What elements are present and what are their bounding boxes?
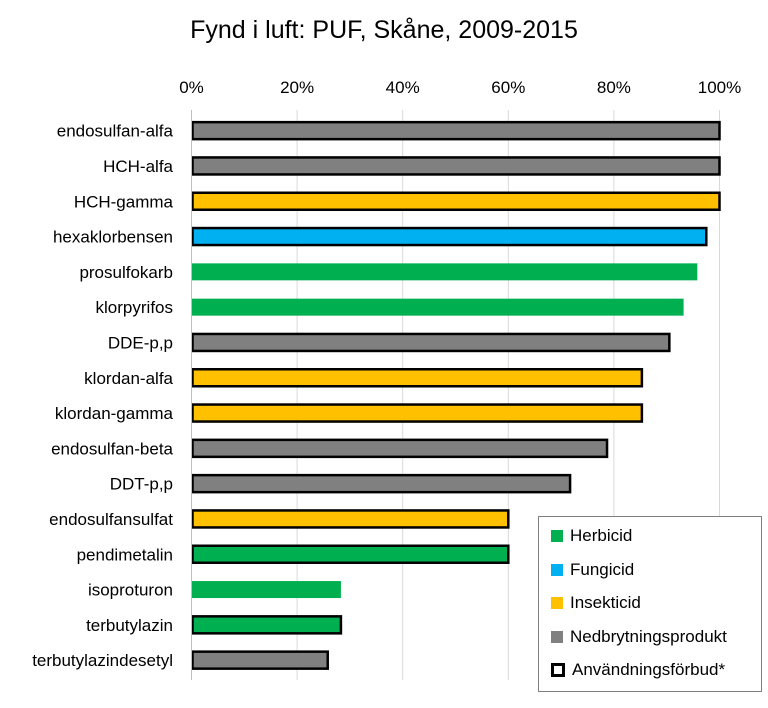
bar [191, 368, 644, 388]
bar [191, 191, 721, 211]
chart-title: Fynd i luft: PUF, Skåne, 2009-2015 [190, 16, 578, 44]
bar [191, 509, 510, 529]
category-label: pendimetalin [77, 545, 173, 564]
bar [191, 298, 684, 316]
x-tick-label: 80% [597, 78, 631, 97]
category-label: hexaklorbensen [53, 228, 173, 247]
bar [191, 544, 510, 564]
x-tick-label: 40% [386, 78, 420, 97]
bar [191, 473, 572, 494]
bar [191, 403, 644, 423]
category-label: HCH-gamma [74, 192, 174, 211]
legend-swatch [551, 663, 565, 677]
category-label: prosulfokarb [79, 263, 173, 282]
category-label: klorpyrifos [96, 298, 173, 317]
bar [191, 263, 698, 281]
legend-swatch [551, 630, 563, 643]
chart-legend: Herbicid Fungicid Insekticid Nedbrytningspr… [538, 516, 762, 692]
category-label: endosulfan-beta [51, 439, 173, 458]
bar [191, 615, 343, 635]
legend-swatch [551, 530, 563, 542]
category-label: terbutylazin [86, 616, 173, 635]
bar [191, 120, 721, 141]
bar [191, 156, 721, 176]
legend-item: Användningsförbud* [551, 659, 725, 681]
category-label: klordan-gamma [55, 404, 174, 423]
bar [191, 581, 341, 599]
x-tick-label: 60% [491, 78, 525, 97]
legend-item: Fungicid [551, 559, 634, 581]
legend-label: Fungicid [570, 559, 635, 579]
category-label: terbutylazindesetyl [32, 651, 173, 670]
category-label: HCH-alfa [103, 157, 173, 176]
legend-label: Herbicid [570, 526, 633, 545]
bar [191, 438, 609, 459]
category-label: endosulfansulfat [49, 510, 173, 529]
legend-label: Insekticid [570, 593, 641, 612]
category-label: endosulfan-alfa [57, 122, 174, 141]
legend-swatch [551, 597, 563, 609]
bar [191, 650, 329, 670]
bar [191, 226, 708, 247]
x-tick-label: 20% [280, 78, 314, 97]
category-label: isoproturon [88, 581, 173, 600]
legend-item: Herbicid [551, 525, 632, 547]
legend-label: Nedbrytningsprodukt [570, 626, 727, 646]
category-label: klordan-alfa [84, 369, 173, 388]
category-label: DDT-p,p [110, 475, 173, 494]
legend-item: Nedbrytningsprodukt [551, 626, 727, 648]
legend-swatch [551, 563, 563, 576]
legend-item: Insekticid [551, 592, 641, 614]
x-tick-label: 100% [698, 78, 741, 97]
category-label: DDE-p,p [108, 333, 173, 352]
x-tick-label: 0% [179, 78, 204, 97]
legend-label: Användningsförbud* [572, 660, 726, 679]
bar [191, 332, 671, 353]
